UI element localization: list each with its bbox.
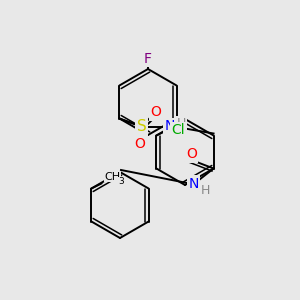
Text: H: H (177, 117, 186, 130)
Text: F: F (144, 52, 152, 66)
Text: N: N (164, 119, 175, 134)
Text: H: H (201, 184, 210, 197)
Text: O: O (134, 137, 145, 152)
Text: O: O (150, 106, 161, 119)
Text: S: S (136, 119, 146, 134)
Text: Cl: Cl (172, 124, 185, 137)
Text: N: N (188, 176, 199, 190)
Text: 3: 3 (118, 177, 124, 186)
Text: CH: CH (104, 172, 121, 182)
Text: O: O (186, 148, 197, 161)
